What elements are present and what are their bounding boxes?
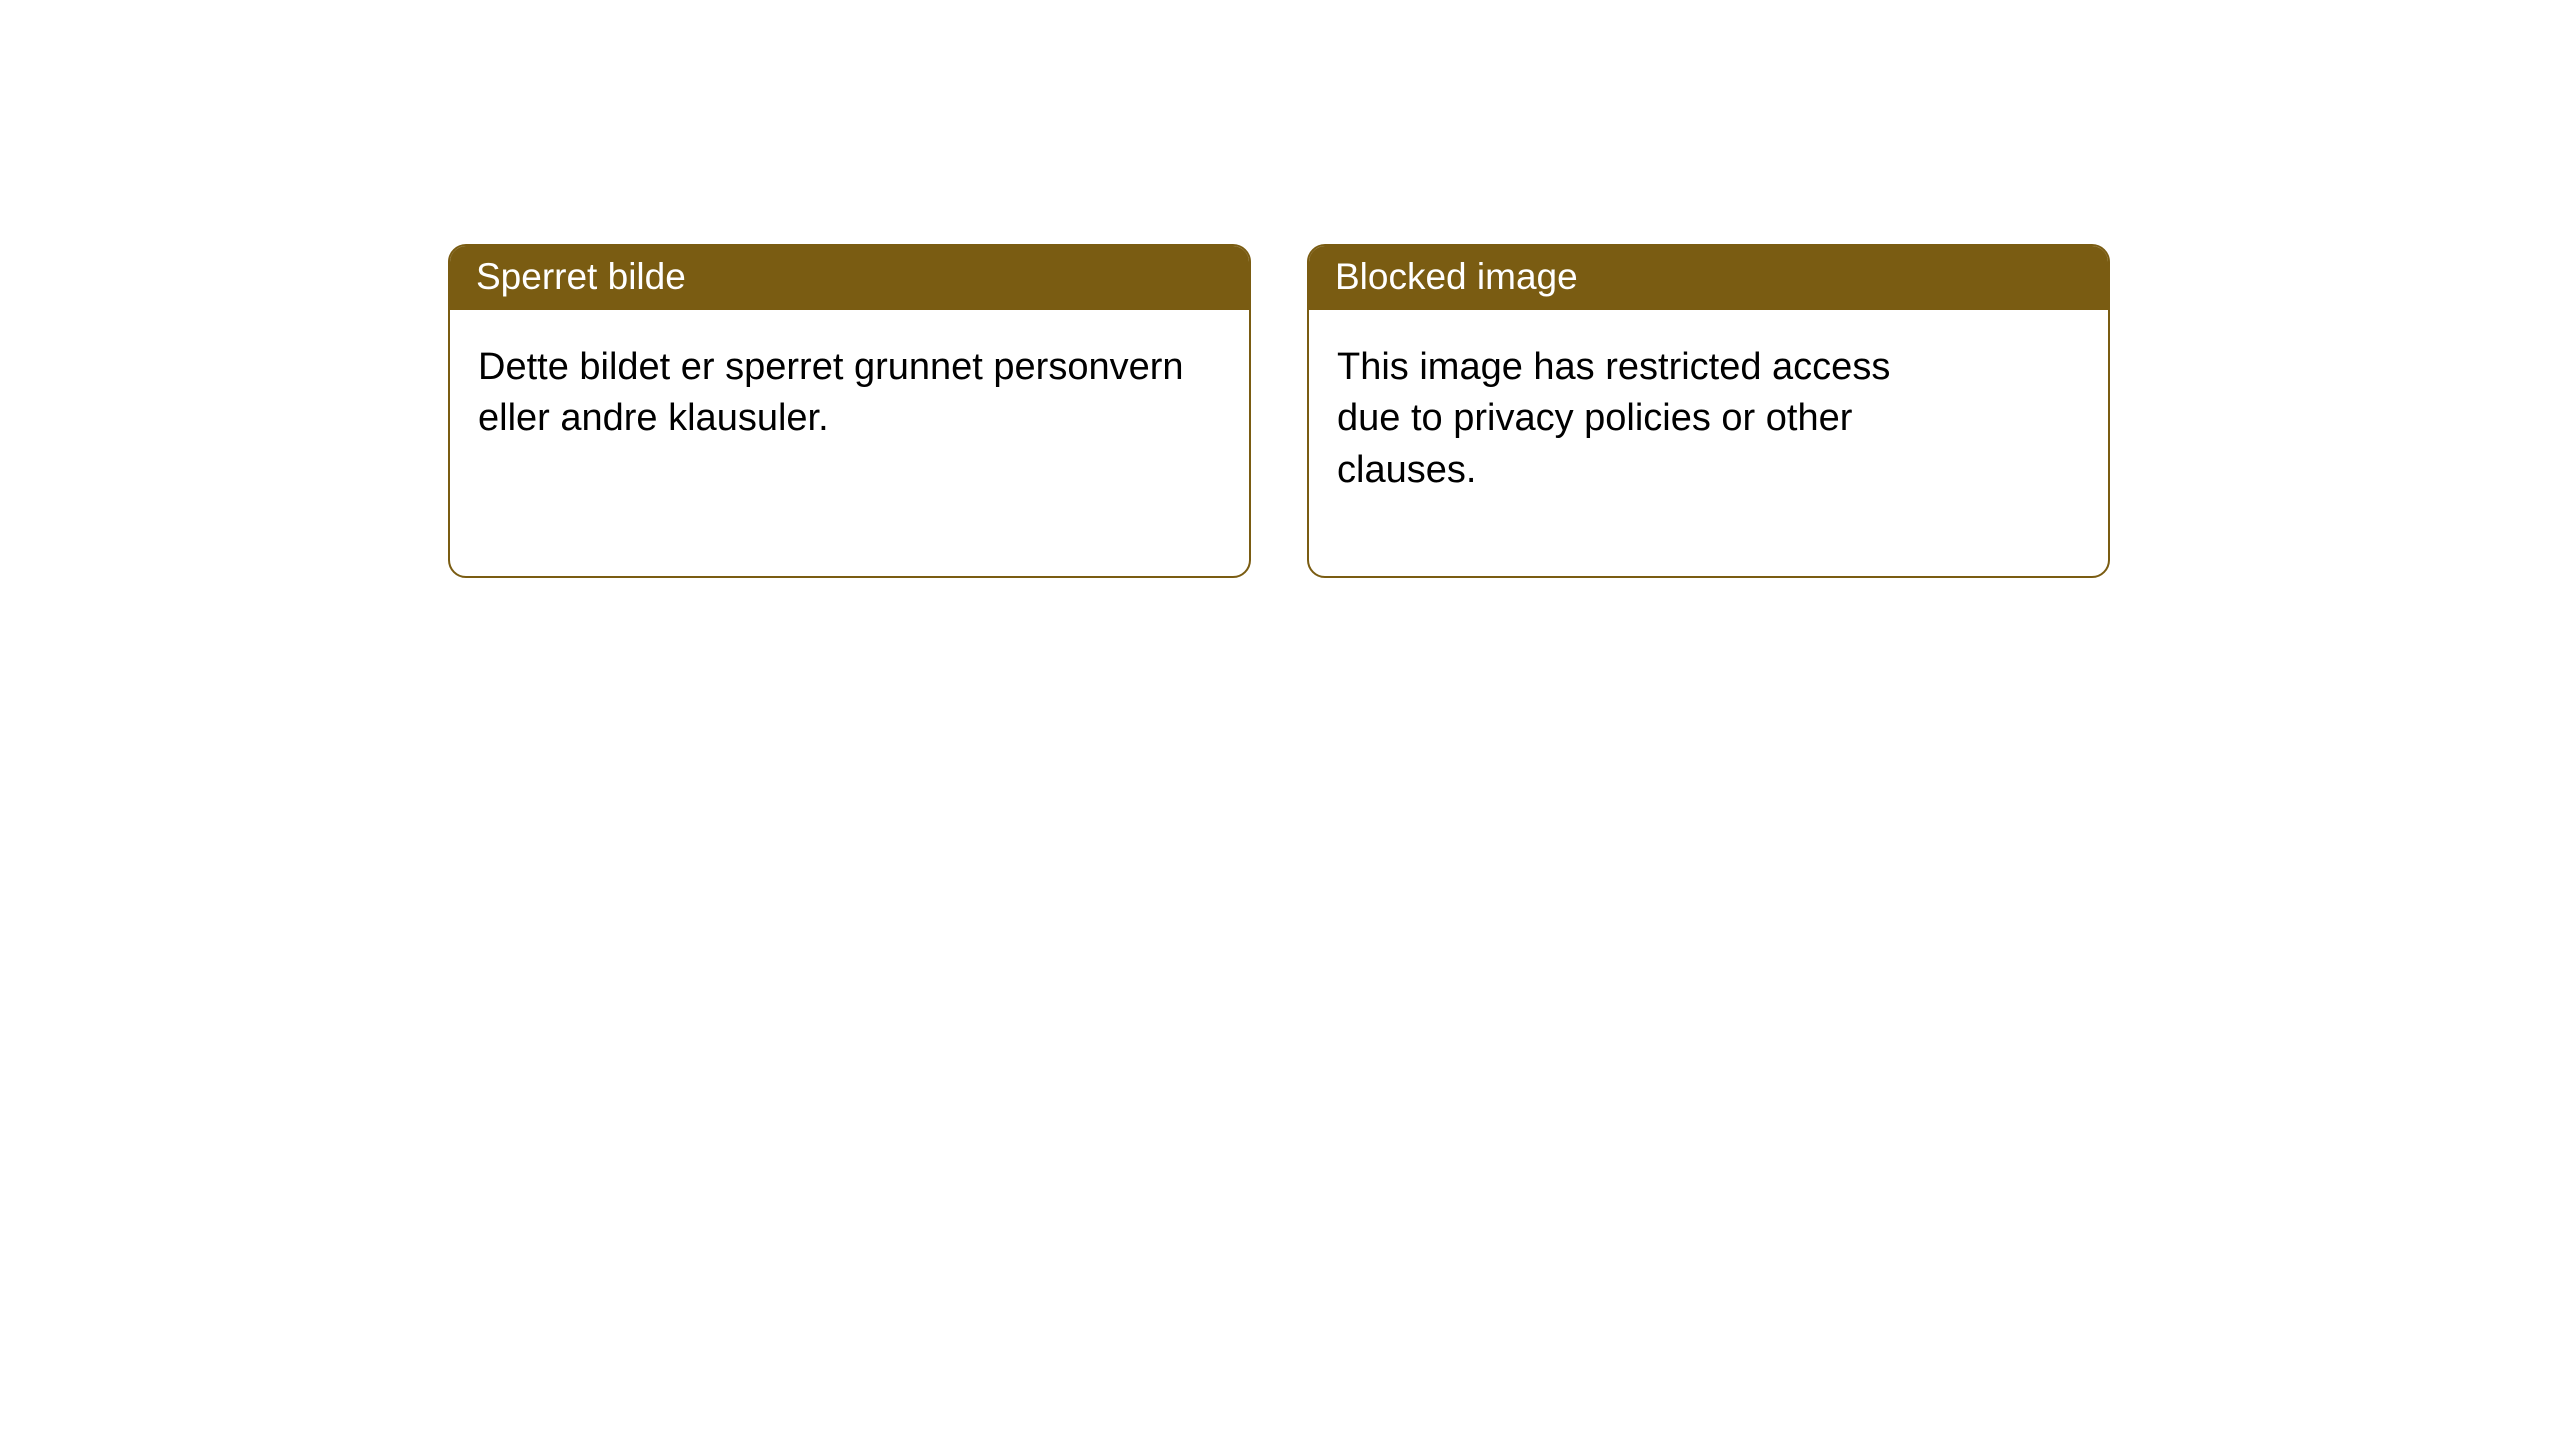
notice-card-norwegian: Sperret bilde Dette bildet er sperret gr… [448, 244, 1251, 578]
notice-container: Sperret bilde Dette bildet er sperret gr… [0, 0, 2560, 578]
notice-header-norwegian: Sperret bilde [450, 246, 1249, 310]
notice-card-english: Blocked image This image has restricted … [1307, 244, 2110, 578]
notice-body-english: This image has restricted access due to … [1309, 310, 1989, 576]
notice-body-norwegian: Dette bildet er sperret grunnet personve… [450, 310, 1249, 525]
notice-header-english: Blocked image [1309, 246, 2108, 310]
